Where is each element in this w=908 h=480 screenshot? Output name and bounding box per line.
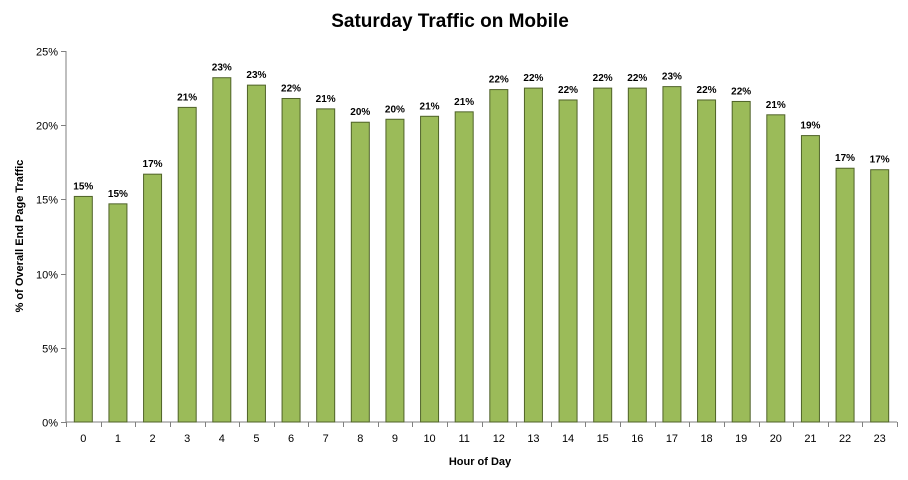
y-tick-label: 0% bbox=[42, 418, 58, 430]
bar bbox=[558, 99, 578, 423]
x-tick-label: 2 bbox=[150, 433, 156, 445]
data-label: 17% bbox=[835, 153, 855, 164]
x-tick-label: 3 bbox=[184, 433, 190, 445]
chart-title: Saturday Traffic on Mobile bbox=[331, 11, 569, 32]
x-tick-label: 7 bbox=[323, 433, 329, 445]
data-label: 22% bbox=[281, 83, 301, 94]
data-label: 22% bbox=[697, 85, 717, 96]
x-tick-label: 8 bbox=[357, 433, 363, 445]
y-tick-label: 5% bbox=[42, 344, 58, 356]
x-tick-label: 13 bbox=[527, 433, 539, 445]
data-label: 22% bbox=[489, 75, 509, 86]
x-tick-label: 21 bbox=[804, 433, 816, 445]
data-label: 15% bbox=[73, 181, 93, 192]
bar bbox=[177, 106, 197, 423]
data-label: 22% bbox=[523, 73, 543, 84]
x-tick-label: 12 bbox=[493, 433, 505, 445]
data-label: 23% bbox=[212, 63, 232, 74]
bar bbox=[73, 195, 93, 423]
bar bbox=[697, 99, 717, 423]
data-label: 21% bbox=[766, 100, 786, 111]
bar bbox=[281, 97, 301, 423]
bar bbox=[489, 89, 509, 423]
plot-area: 0% 5% 10% 15% 20% 25% 15% 0 15% 1 17% 2 21% 3 23% 4 23% 5… bbox=[36, 47, 898, 445]
x-tick-label: 19 bbox=[735, 433, 747, 445]
bar bbox=[108, 203, 128, 423]
x-tick-label: 20 bbox=[770, 433, 782, 445]
bar bbox=[662, 86, 682, 423]
x-tick-label: 18 bbox=[700, 433, 712, 445]
data-label: 17% bbox=[870, 155, 890, 166]
bar bbox=[835, 167, 855, 423]
bar bbox=[523, 87, 543, 423]
bar bbox=[350, 121, 370, 423]
data-label: 21% bbox=[316, 94, 336, 105]
data-label: 21% bbox=[177, 92, 197, 103]
bar bbox=[316, 108, 336, 423]
bar bbox=[212, 77, 232, 423]
x-tick-label: 6 bbox=[288, 433, 294, 445]
x-tick-label: 17 bbox=[666, 433, 678, 445]
bar bbox=[800, 135, 820, 423]
y-tick-label: 15% bbox=[36, 195, 58, 207]
data-label: 21% bbox=[454, 97, 474, 108]
bar bbox=[420, 115, 440, 423]
x-tick-label: 14 bbox=[562, 433, 574, 445]
data-label: 23% bbox=[246, 70, 266, 81]
data-label: 19% bbox=[800, 121, 820, 132]
x-tick-label: 23 bbox=[874, 433, 886, 445]
bar bbox=[385, 118, 405, 423]
bar bbox=[143, 173, 163, 423]
y-tick-label: 10% bbox=[36, 270, 58, 282]
x-tick-label: 22 bbox=[839, 433, 851, 445]
data-label: 23% bbox=[662, 72, 682, 83]
bar bbox=[627, 87, 647, 423]
data-label: 22% bbox=[593, 73, 613, 84]
x-axis-label: Hour of Day bbox=[449, 456, 512, 468]
data-label: 17% bbox=[143, 159, 163, 170]
x-tick-label: 1 bbox=[115, 433, 121, 445]
bar bbox=[766, 114, 786, 423]
x-tick-label: 9 bbox=[392, 433, 398, 445]
x-tick-label: 10 bbox=[423, 433, 435, 445]
data-label: 20% bbox=[350, 107, 370, 118]
x-tick-label: 16 bbox=[631, 433, 643, 445]
bar bbox=[593, 87, 613, 423]
bar bbox=[454, 111, 474, 423]
x-tick-label: 15 bbox=[597, 433, 609, 445]
y-tick-label: 20% bbox=[36, 121, 58, 133]
y-axis-label: % of Overall End Page Traffic bbox=[14, 160, 26, 313]
x-tick-label: 4 bbox=[219, 433, 225, 445]
data-label: 22% bbox=[558, 85, 578, 96]
data-label: 22% bbox=[627, 73, 647, 84]
y-tick-label: 25% bbox=[36, 47, 58, 59]
data-label: 20% bbox=[385, 104, 405, 115]
x-tick-label: 11 bbox=[458, 433, 469, 445]
x-tick-label: 5 bbox=[253, 433, 259, 445]
x-tick-label: 0 bbox=[80, 433, 86, 445]
bar bbox=[731, 100, 751, 423]
data-label: 15% bbox=[108, 189, 128, 200]
bar bbox=[246, 84, 266, 423]
data-label: 21% bbox=[420, 101, 440, 112]
data-label: 22% bbox=[731, 86, 751, 97]
bar bbox=[870, 169, 890, 423]
